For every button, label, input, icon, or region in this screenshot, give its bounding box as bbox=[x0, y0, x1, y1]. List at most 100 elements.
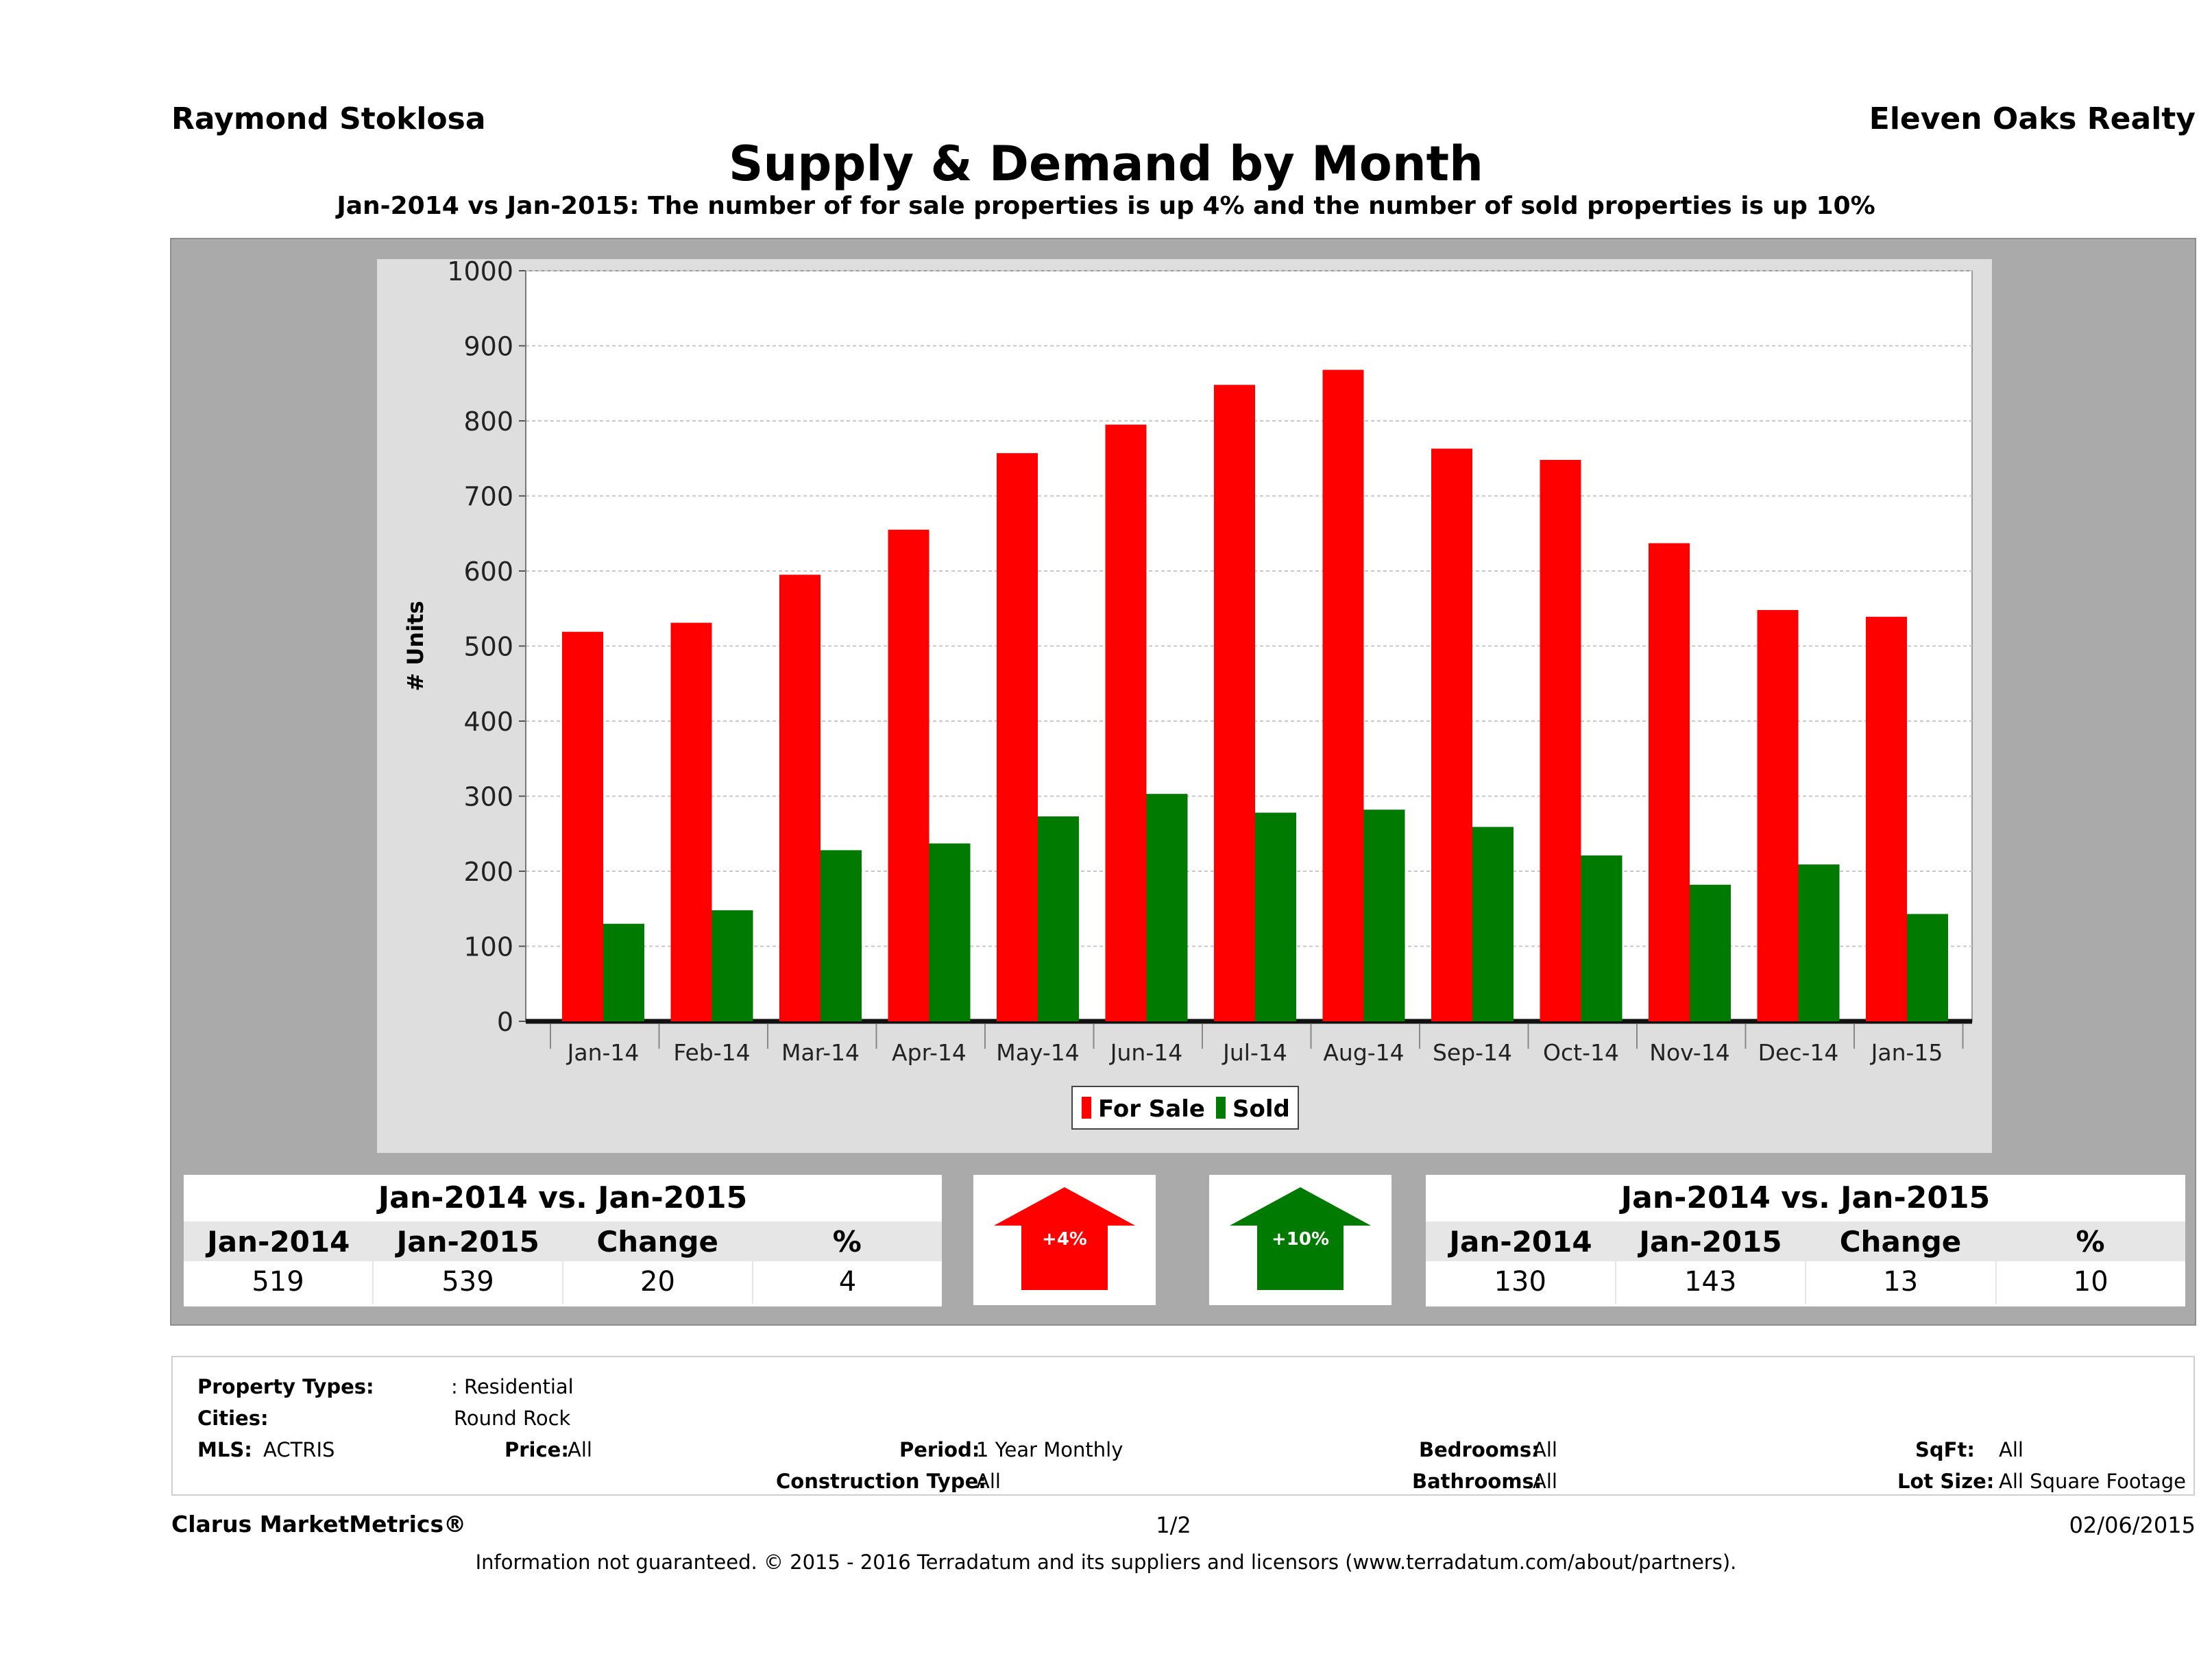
mls-label: MLS: bbox=[197, 1438, 252, 1461]
legend-swatch-for-sale bbox=[1082, 1097, 1091, 1119]
column-header: Change bbox=[596, 1225, 718, 1258]
for-sale-bar bbox=[997, 453, 1038, 1021]
property-types-label: Property Types: bbox=[197, 1375, 374, 1398]
chart-subtitle: Jan-2014 vs Jan-2015: The number of for … bbox=[337, 192, 1875, 220]
sold-bar bbox=[1146, 794, 1188, 1021]
bathrooms-value: All bbox=[1533, 1470, 1557, 1493]
sold-summary-table: Jan-2014 vs. Jan-2015 Jan-2014 Jan-2015 … bbox=[1426, 1175, 2185, 1306]
column-header: Jan-2015 bbox=[1639, 1225, 1782, 1258]
sqft-label: SqFt: bbox=[1915, 1438, 1975, 1461]
lot-size-label: Lot Size: bbox=[1897, 1470, 1995, 1493]
sold-change-arrow: +10% bbox=[1209, 1175, 1391, 1305]
sold-bar bbox=[929, 843, 971, 1021]
report-date: 02/06/2015 bbox=[2069, 1512, 2196, 1538]
y-tick-label: 1000 bbox=[447, 259, 513, 287]
y-tick-label: 0 bbox=[497, 1007, 513, 1037]
for-sale-bar bbox=[1322, 369, 1364, 1021]
sold-bar bbox=[1798, 864, 1840, 1021]
mls-value: ACTRIS bbox=[263, 1438, 335, 1461]
sold-bar bbox=[1363, 810, 1405, 1021]
page-number: 1/2 bbox=[1156, 1512, 1191, 1538]
up-arrow-icon: +10% bbox=[1230, 1187, 1371, 1290]
x-tick-label: Nov-14 bbox=[1649, 1039, 1729, 1066]
y-tick-label: 900 bbox=[463, 332, 513, 362]
for-sale-bar bbox=[562, 631, 603, 1021]
construction-type-label: Construction Type: bbox=[776, 1470, 986, 1493]
sold-arrow-label: +10% bbox=[1272, 1229, 1329, 1250]
x-tick-label: Sep-14 bbox=[1433, 1039, 1512, 1066]
summary-value: 20 bbox=[563, 1261, 753, 1304]
for-sale-bar bbox=[670, 622, 712, 1021]
y-tick-label: 100 bbox=[463, 932, 513, 962]
disclaimer: Information not guaranteed. © 2015 - 201… bbox=[475, 1551, 1737, 1574]
summary-value: 10 bbox=[2073, 1266, 2108, 1298]
y-tick-label: 800 bbox=[463, 406, 513, 437]
summary-values-row: 519 539 20 4 bbox=[184, 1261, 942, 1304]
for-sale-summary-table: Jan-2014 vs. Jan-2015 Jan-2014 Jan-2015 … bbox=[184, 1175, 942, 1306]
x-tick-label: Aug-14 bbox=[1323, 1039, 1404, 1066]
sold-bar bbox=[1038, 816, 1079, 1021]
for-sale-bar bbox=[1540, 459, 1581, 1021]
x-tick-label: Oct-14 bbox=[1543, 1039, 1619, 1066]
price-value: All bbox=[568, 1438, 592, 1461]
for-sale-bar bbox=[1105, 424, 1147, 1021]
for-sale-bar bbox=[1431, 448, 1472, 1021]
summary-heading: Jan-2014 vs. Jan-2015 bbox=[1620, 1180, 1991, 1215]
y-tick-label: 400 bbox=[463, 707, 513, 737]
sold-bar bbox=[1690, 884, 1731, 1021]
product-name: Clarus MarketMetrics® bbox=[171, 1511, 467, 1537]
period-value: 1 Year Monthly bbox=[976, 1438, 1123, 1461]
sold-bar bbox=[1907, 914, 1948, 1021]
x-tick-label: Feb-14 bbox=[673, 1039, 750, 1066]
y-tick-label: 200 bbox=[463, 857, 513, 887]
summary-value: 13 bbox=[1806, 1261, 1997, 1304]
x-tick-label: May-14 bbox=[996, 1039, 1080, 1066]
supply-demand-chart: 0 100 200 300 400 500 600 700 800 900 1000 Jan-14 Fe… bbox=[402, 259, 1973, 1130]
summary-value: 519 bbox=[184, 1261, 374, 1304]
summary-heading: Jan-2014 vs. Jan-2015 bbox=[378, 1180, 748, 1215]
summary-values-row: 130 143 13 10 bbox=[1426, 1261, 2185, 1304]
for-sale-bar bbox=[888, 529, 929, 1021]
summary-column-headers: Jan-2014 Jan-2015 Change % bbox=[184, 1221, 942, 1261]
column-header: Jan-2014 bbox=[1449, 1225, 1592, 1258]
column-header: Jan-2015 bbox=[396, 1225, 539, 1258]
x-tick-label: Jun-14 bbox=[1109, 1039, 1182, 1066]
summary-column-headers: Jan-2014 Jan-2015 Change % bbox=[1426, 1221, 2185, 1261]
for-sale-bar bbox=[1214, 385, 1255, 1021]
column-header: % bbox=[2076, 1225, 2105, 1258]
sold-bar bbox=[712, 910, 753, 1021]
x-tick-label: Mar-14 bbox=[781, 1039, 860, 1066]
sold-bar bbox=[1255, 812, 1296, 1021]
bathrooms-label: Bathrooms: bbox=[1412, 1470, 1542, 1493]
y-tick-label: 600 bbox=[463, 557, 513, 587]
x-tick-label: Jan-15 bbox=[1870, 1039, 1943, 1066]
legend-swatch-sold bbox=[1216, 1097, 1226, 1119]
for-sale-bar bbox=[779, 574, 821, 1021]
sold-bar bbox=[821, 850, 862, 1021]
cities-label: Cities: bbox=[197, 1407, 269, 1430]
summary-value: 143 bbox=[1616, 1261, 1806, 1304]
summary-value: 130 bbox=[1426, 1261, 1616, 1304]
for-sale-arrow-label: +4% bbox=[1042, 1229, 1087, 1250]
y-tick-label: 500 bbox=[463, 632, 513, 662]
summary-value: 539 bbox=[374, 1261, 563, 1304]
column-header: Change bbox=[1839, 1225, 1962, 1258]
property-types-value: : Residential bbox=[451, 1375, 574, 1398]
summary-value: 4 bbox=[838, 1266, 857, 1298]
legend-label-for-sale: For Sale bbox=[1098, 1095, 1205, 1123]
y-tick-label: 300 bbox=[463, 782, 513, 812]
x-tick-label: Dec-14 bbox=[1758, 1039, 1839, 1066]
legend-label-sold: Sold bbox=[1232, 1095, 1290, 1123]
period-label: Period: bbox=[899, 1438, 980, 1461]
x-tick-label: Apr-14 bbox=[892, 1039, 967, 1066]
chart-title: Supply & Demand by Month bbox=[729, 136, 1483, 192]
y-axis-label: # Units bbox=[402, 600, 428, 691]
sold-bar bbox=[603, 923, 644, 1021]
column-header: Jan-2014 bbox=[207, 1225, 350, 1258]
bedrooms-label: Bedrooms: bbox=[1419, 1438, 1540, 1461]
sqft-value: All bbox=[1999, 1438, 2023, 1461]
search-criteria-box: Property Types: : Residential Cities: Ro… bbox=[171, 1356, 2195, 1496]
sold-bar bbox=[1581, 855, 1622, 1021]
for-sale-bar bbox=[1757, 609, 1799, 1021]
lot-size-value: All Square Footage bbox=[1999, 1470, 2187, 1493]
